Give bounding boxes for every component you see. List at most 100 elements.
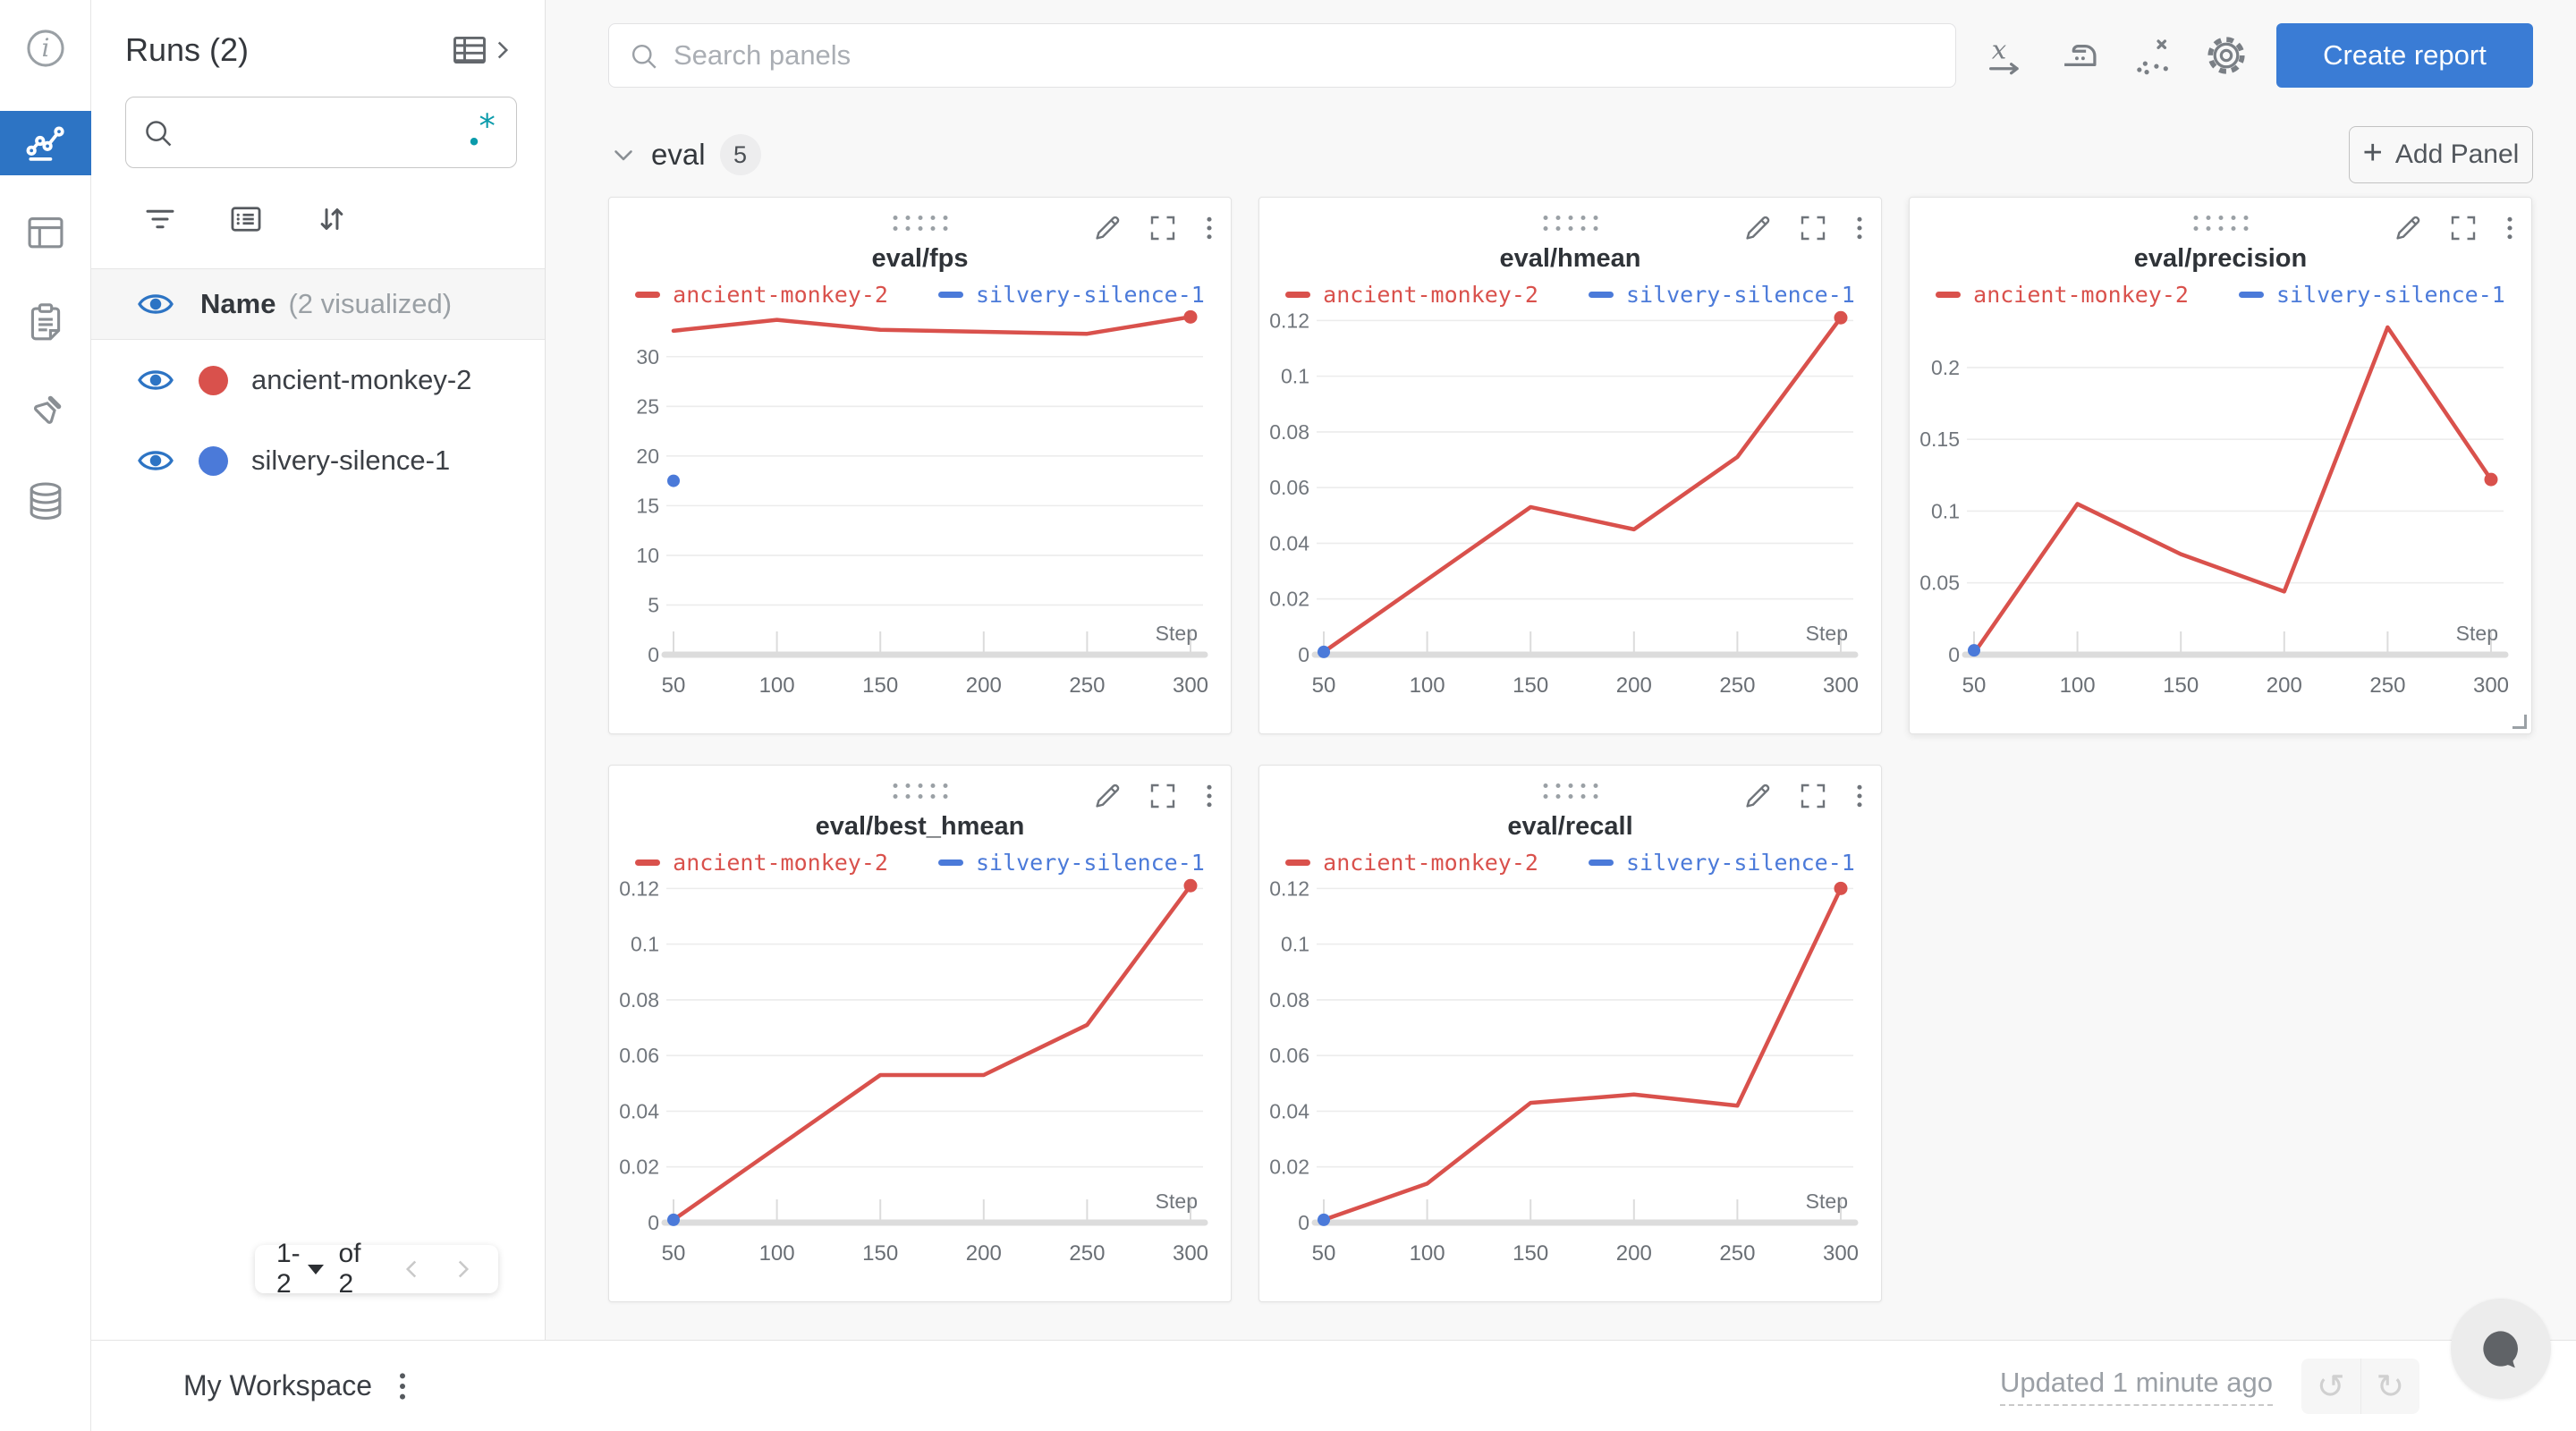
line-chart[interactable]: 0 5 10 15 20 25 30 50 100 150 200 250 300 Step xyxy=(609,198,1233,735)
chart-panel[interactable]: eval/best_hmean ancient-monkey-2 silvery-… xyxy=(608,765,1232,1302)
runs-column-header[interactable]: Name (2 visualized) xyxy=(91,268,545,340)
workspace-title[interactable]: My Workspace xyxy=(183,1369,373,1401)
legend-item[interactable]: silvery-silence-1 xyxy=(1588,850,1855,876)
panel-kebab-menu-icon[interactable] xyxy=(1852,780,1867,812)
drag-handle-icon[interactable] xyxy=(893,783,947,799)
resize-handle-icon[interactable] xyxy=(2512,715,2527,729)
edit-panel-pencil-icon[interactable] xyxy=(1741,780,1774,812)
create-report-button[interactable]: Create report xyxy=(2276,23,2533,88)
drag-handle-icon[interactable] xyxy=(1543,216,1597,231)
svg-text:0.04: 0.04 xyxy=(1269,1099,1309,1122)
line-chart[interactable]: 0 0.05 0.1 0.15 0.2 50 100 150 200 250 300 Step xyxy=(1910,198,2533,735)
line-chart[interactable]: 0 0.02 0.04 0.06 0.08 0.1 0.12 50 100 150 200 250 30… xyxy=(1259,766,1883,1303)
search-panels-input[interactable] xyxy=(608,23,1956,88)
eye-icon[interactable] xyxy=(136,284,175,324)
svg-text:0.04: 0.04 xyxy=(1269,531,1309,555)
chat-bubble-button[interactable] xyxy=(2451,1299,2551,1399)
sidebar-item-workspace-charts[interactable] xyxy=(0,111,91,175)
pagination-prev-button[interactable] xyxy=(398,1254,425,1284)
svg-text:0.1: 0.1 xyxy=(631,933,659,956)
edit-panel-pencil-icon[interactable] xyxy=(1091,212,1123,244)
sort-icon[interactable] xyxy=(313,200,351,238)
broom-icon[interactable] xyxy=(0,379,91,444)
runs-search-input[interactable] xyxy=(125,97,517,168)
drag-handle-icon[interactable] xyxy=(1543,783,1597,799)
legend-run-name: ancient-monkey-2 xyxy=(1323,282,1538,308)
fullscreen-icon[interactable] xyxy=(1797,780,1829,812)
line-chart[interactable]: 0 0.02 0.04 0.06 0.08 0.1 0.12 50 100 150 200 250 30… xyxy=(609,766,1233,1303)
chart-panel[interactable]: eval/fps ancient-monkey-2 silvery-silence… xyxy=(608,197,1232,734)
database-icon[interactable] xyxy=(0,469,91,533)
svg-text:300: 300 xyxy=(1173,673,1208,698)
x-axis-settings-icon[interactable]: x xyxy=(1983,32,2029,79)
sweep-icon[interactable] xyxy=(2056,32,2103,79)
updated-timestamp[interactable]: Updated 1 minute ago xyxy=(1999,1367,2273,1406)
columns-icon[interactable] xyxy=(227,200,265,238)
fullscreen-icon[interactable] xyxy=(1147,212,1179,244)
run-row[interactable]: silvery-silence-1 xyxy=(91,420,545,501)
eye-icon[interactable] xyxy=(136,360,175,400)
panel-kebab-menu-icon[interactable] xyxy=(1202,212,1216,244)
redo-button[interactable]: ↻ xyxy=(2376,1366,2405,1406)
edit-panel-pencil-icon[interactable] xyxy=(1741,212,1774,244)
svg-text:150: 150 xyxy=(862,1241,898,1266)
undo-button[interactable]: ↺ xyxy=(2301,1358,2361,1414)
pagination-next-button[interactable] xyxy=(450,1254,477,1284)
svg-text:0.02: 0.02 xyxy=(1269,1156,1309,1179)
svg-text:0.06: 0.06 xyxy=(619,1044,659,1067)
legend-item[interactable]: ancient-monkey-2 xyxy=(635,850,888,876)
line-chart[interactable]: 0 0.02 0.04 0.06 0.08 0.1 0.12 50 100 150 200 250 30… xyxy=(1259,198,1883,735)
panel-kebab-menu-icon[interactable] xyxy=(2503,212,2517,244)
settings-gear-icon[interactable] xyxy=(2203,32,2250,79)
info-icon[interactable]: i xyxy=(0,13,91,84)
clipboard-icon[interactable] xyxy=(0,290,91,354)
edit-panel-pencil-icon[interactable] xyxy=(2392,212,2424,244)
svg-text:0.1: 0.1 xyxy=(1931,499,1960,522)
legend-item[interactable]: silvery-silence-1 xyxy=(2238,282,2505,308)
run-row[interactable]: ancient-monkey-2 xyxy=(91,340,545,420)
section-title[interactable]: eval xyxy=(651,138,706,171)
fullscreen-icon[interactable] xyxy=(1147,780,1179,812)
panel-kebab-menu-icon[interactable] xyxy=(1202,780,1216,812)
table-icon[interactable] xyxy=(0,200,91,265)
legend-item[interactable]: silvery-silence-1 xyxy=(937,850,1205,876)
chart-panel[interactable]: eval/hmean ancient-monkey-2 silvery-silen… xyxy=(1258,197,1882,734)
fullscreen-icon[interactable] xyxy=(2447,212,2479,244)
chart-panel[interactable]: eval/recall ancient-monkey-2 silvery-sile… xyxy=(1258,765,1882,1302)
panel-kebab-menu-icon[interactable] xyxy=(1852,212,1867,244)
svg-text:0.12: 0.12 xyxy=(1269,309,1309,332)
workspace-kebab-menu-icon[interactable] xyxy=(395,1368,410,1404)
regex-icon[interactable]: * xyxy=(464,113,504,152)
add-panel-button[interactable]: + Add Panel xyxy=(2349,126,2533,183)
fullscreen-icon[interactable] xyxy=(1797,212,1829,244)
svg-text:0: 0 xyxy=(1298,1211,1309,1234)
svg-text:0.04: 0.04 xyxy=(619,1099,659,1122)
drag-handle-icon[interactable] xyxy=(893,216,947,231)
legend-item[interactable]: ancient-monkey-2 xyxy=(1285,850,1538,876)
section-collapse-chevron-icon[interactable] xyxy=(608,140,639,170)
runs-table-toggle[interactable] xyxy=(450,30,514,70)
svg-text:i: i xyxy=(41,33,49,63)
chart-panel[interactable]: eval/precision ancient-monkey-2 silvery-s… xyxy=(1909,197,2532,734)
outliers-icon[interactable] xyxy=(2130,32,2176,79)
search-icon xyxy=(628,40,660,72)
eye-icon[interactable] xyxy=(136,441,175,480)
pagination-range-dropdown[interactable]: 1-2 xyxy=(276,1239,325,1300)
legend-run-name: silvery-silence-1 xyxy=(975,282,1205,308)
legend-item[interactable]: ancient-monkey-2 xyxy=(635,282,888,308)
run-name[interactable]: silvery-silence-1 xyxy=(251,445,451,476)
svg-text:300: 300 xyxy=(1823,673,1859,698)
run-name[interactable]: ancient-monkey-2 xyxy=(251,364,472,395)
legend-item[interactable]: silvery-silence-1 xyxy=(1588,282,1855,308)
svg-text:100: 100 xyxy=(2060,673,2096,698)
legend-item[interactable]: ancient-monkey-2 xyxy=(1285,282,1538,308)
panel-actions xyxy=(1091,212,1216,244)
legend-item[interactable]: ancient-monkey-2 xyxy=(1936,282,2189,308)
svg-text:0: 0 xyxy=(1298,643,1309,666)
drag-handle-icon[interactable] xyxy=(2193,216,2248,231)
edit-panel-pencil-icon[interactable] xyxy=(1091,780,1123,812)
filter-icon[interactable] xyxy=(141,200,179,238)
svg-text:0: 0 xyxy=(648,643,659,666)
legend-item[interactable]: silvery-silence-1 xyxy=(937,282,1205,308)
bottom-bar: My Workspace Updated 1 minute ago ↺ ↻ xyxy=(91,1340,2576,1431)
